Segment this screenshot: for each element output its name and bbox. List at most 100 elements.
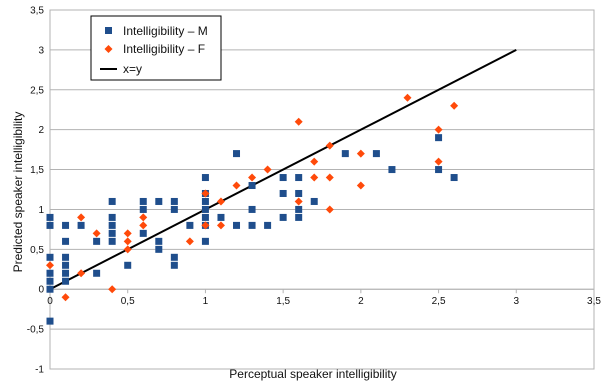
series-m-point [93, 269, 101, 277]
series-f-point [216, 197, 225, 206]
y-axis-title: Predicted speaker intelligibility [11, 112, 25, 273]
legend-f-label: Intelligibility – F [123, 42, 205, 56]
series-f-point [139, 221, 148, 230]
series-m-point [46, 285, 54, 293]
series-m-point [155, 237, 163, 245]
series-m-point [295, 213, 303, 221]
series-m-point [201, 213, 209, 221]
series-m-point [201, 197, 209, 205]
series-m-point [62, 261, 70, 269]
series-f-point [232, 181, 241, 190]
series-m-point [46, 277, 54, 285]
series-m-point [108, 213, 116, 221]
series-m-point [139, 229, 147, 237]
series-f-point [310, 173, 319, 182]
series-f-point [123, 237, 132, 246]
x-tick-label: 3,5 [587, 296, 601, 307]
series-m-point [46, 213, 54, 221]
series-f-point [325, 173, 334, 182]
series-m-point [46, 253, 54, 261]
legend-item-xy: x=y [100, 62, 142, 76]
x-tick-label: 2,5 [432, 296, 446, 307]
series-m-point [108, 237, 116, 245]
series-m-point [450, 174, 458, 182]
series-m-point [279, 189, 287, 197]
y-tick-labels: -1 -0,5 0 0,5 1 1,5 2 2,5 3 3,5 [27, 6, 45, 376]
series-m-point [186, 221, 194, 229]
series-m-point [170, 261, 178, 269]
legend-item-f: Intelligibility – F [104, 42, 205, 56]
series-m-point [46, 269, 54, 277]
series-m-point [170, 253, 178, 261]
y-tick-label: 1,5 [30, 165, 44, 176]
series-m-point [264, 221, 272, 229]
series-f-point [77, 213, 86, 222]
series-f-point [216, 221, 225, 230]
legend-m-marker [105, 27, 112, 34]
series-m-point [295, 189, 303, 197]
series-f-point [108, 285, 117, 294]
y-tick-label: 2 [38, 125, 44, 136]
x-tick-label: 2 [358, 296, 364, 307]
x-tick-label: 0 [47, 296, 53, 307]
series-m-points [46, 134, 458, 325]
y-tick-label: 3 [38, 45, 44, 56]
series-m-point [155, 245, 163, 253]
x-tick-label: 3 [514, 296, 520, 307]
y-tick-label: -1 [35, 365, 44, 376]
plot-frame [49, 9, 595, 370]
series-f-point [310, 157, 319, 166]
series-f-point [123, 245, 132, 254]
series-m-point [233, 150, 241, 158]
y-tick-label: 2,5 [30, 85, 44, 96]
series-f-point [325, 141, 334, 150]
series-m-point [233, 221, 241, 229]
series-m-point [201, 237, 209, 245]
series-m-point [248, 221, 256, 229]
series-m-point [279, 174, 287, 182]
x-tick-label: 1,5 [276, 296, 290, 307]
series-f-point [356, 181, 365, 190]
series-m-point [310, 197, 318, 205]
series-m-point [139, 205, 147, 213]
series-m-point [295, 205, 303, 213]
y-tick-label: 1 [38, 205, 44, 216]
series-f-point [450, 101, 459, 110]
series-m-point [388, 166, 396, 174]
series-f-points [46, 93, 459, 302]
series-m-point [77, 221, 85, 229]
series-m-point [248, 182, 256, 190]
series-m-point [108, 197, 116, 205]
x-axis-title: Perceptual speaker intelligibility [229, 367, 396, 381]
series-m-point [279, 213, 287, 221]
series-m-point [217, 213, 225, 221]
y-tick-label: 0,5 [30, 245, 44, 256]
series-m-point [170, 197, 178, 205]
series-f-point [403, 93, 412, 102]
series-m-point [372, 150, 380, 158]
y-tick-label: 0 [38, 285, 44, 296]
series-m-point [139, 197, 147, 205]
series-m-point [62, 269, 70, 277]
series-m-point [170, 205, 178, 213]
series-m-point [341, 150, 349, 158]
y-tick-label: -0,5 [27, 325, 45, 336]
series-f-point [294, 117, 303, 126]
x-tick-label: 1 [203, 296, 209, 307]
series-m-point [108, 221, 116, 229]
series-f-point [61, 293, 70, 302]
series-m-point [248, 205, 256, 213]
x-tick-labels: 0 0,5 1 1,5 2 2,5 3 3,5 [47, 296, 601, 307]
y-tick-label: 3,5 [30, 6, 44, 17]
series-m-point [46, 317, 54, 325]
series-f-point [248, 173, 257, 182]
series-f-point [77, 269, 86, 278]
series-m-point [201, 174, 209, 182]
series-f-point [434, 157, 443, 166]
legend-item-m: Intelligibility – M [105, 24, 208, 38]
legend-m-label: Intelligibility – M [123, 24, 208, 38]
series-f-point [185, 237, 194, 246]
series-m-point [62, 277, 70, 285]
series-f-point [294, 197, 303, 206]
